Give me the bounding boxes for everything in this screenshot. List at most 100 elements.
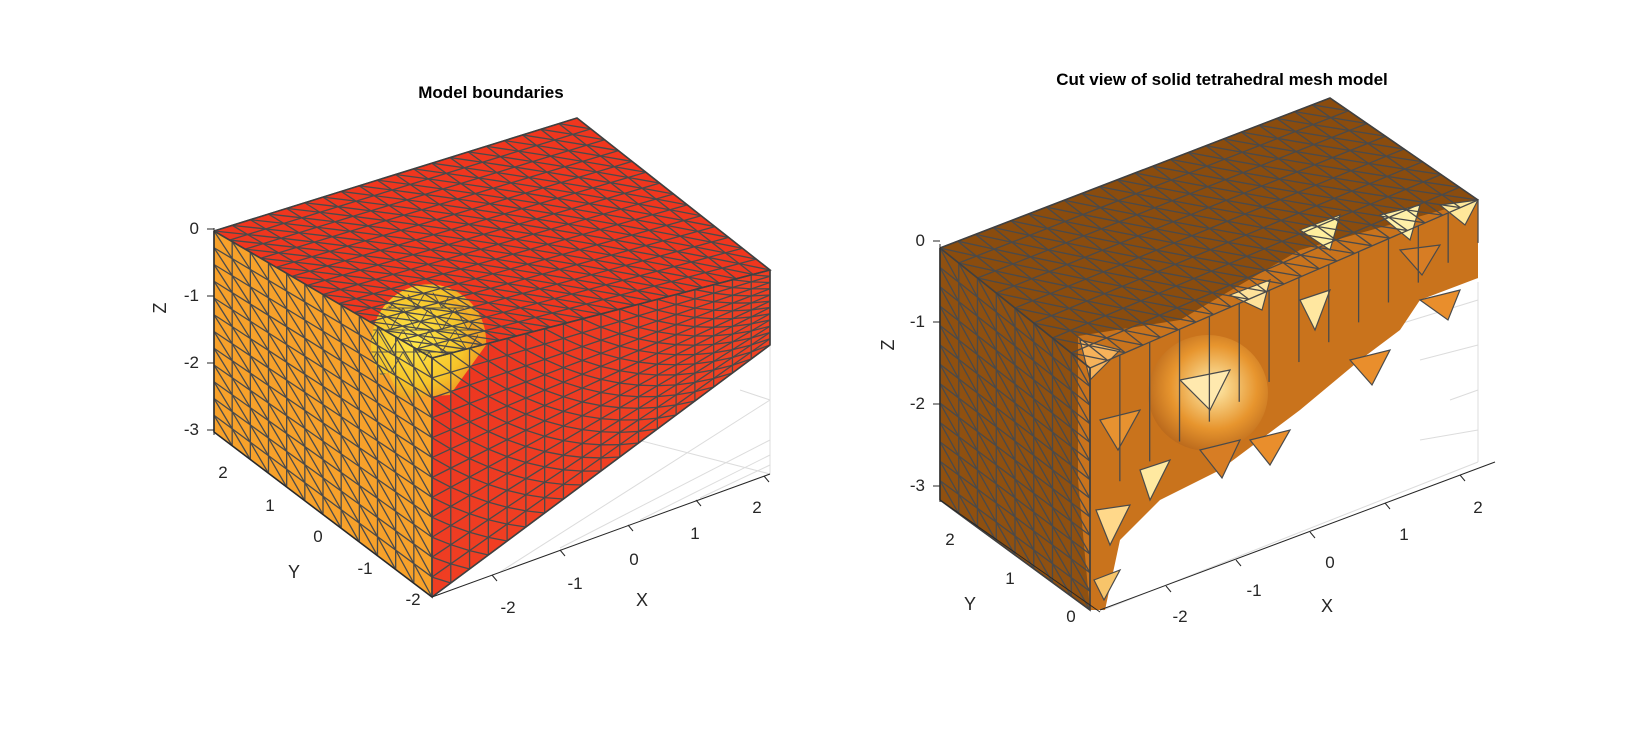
mesh-edge <box>231 258 251 288</box>
mesh-edge <box>340 397 360 430</box>
mesh-edge <box>751 274 771 277</box>
mesh-edge <box>676 381 695 386</box>
mesh-edge <box>1033 530 1054 565</box>
mesh-edge <box>450 524 470 533</box>
mesh-edge <box>544 258 577 266</box>
mesh-edge <box>410 183 443 190</box>
mesh-edge <box>732 286 752 290</box>
mesh-edge <box>958 436 979 471</box>
mesh-edge <box>675 293 696 300</box>
mesh-edge <box>322 349 342 380</box>
tetra-face <box>1198 439 1242 480</box>
mesh-edge <box>515 238 548 245</box>
mesh-edge <box>431 417 452 431</box>
mesh-edge <box>231 326 251 357</box>
mesh-edge <box>400 339 434 346</box>
mesh-edge <box>1206 165 1244 174</box>
mesh-edge <box>592 187 625 195</box>
mesh-edge <box>619 308 639 317</box>
mesh-edge <box>340 360 360 392</box>
mesh-edge <box>995 521 1016 556</box>
mesh-edge <box>1190 213 1228 222</box>
mesh-edge <box>1154 207 1191 216</box>
mesh-edge <box>939 441 960 476</box>
mesh-edge <box>213 364 233 396</box>
mesh-edge <box>563 454 583 458</box>
mesh-edge <box>1051 431 1072 466</box>
mesh-edge <box>1424 201 1461 209</box>
mesh-edge <box>1051 544 1072 578</box>
mesh-edge <box>713 372 733 380</box>
mesh-edge <box>1085 278 1123 287</box>
mesh-edge <box>340 304 360 335</box>
mesh-edge <box>1014 440 1035 475</box>
mesh-edge <box>1136 214 1174 223</box>
mesh-edge <box>676 372 695 376</box>
mesh-edge <box>550 228 583 236</box>
mesh-edge <box>657 298 677 306</box>
mesh-edge <box>1153 186 1191 195</box>
mesh-edge <box>1064 220 1102 230</box>
mesh-edge <box>393 273 426 280</box>
mesh-edge <box>510 268 543 275</box>
mesh-edge <box>362 254 396 261</box>
mesh-edge <box>1334 218 1372 226</box>
mesh-edge <box>1371 224 1408 232</box>
mesh-edge <box>1246 255 1284 264</box>
mesh-edge <box>340 323 360 354</box>
mesh-edge <box>506 489 527 496</box>
mesh-edge <box>468 151 501 158</box>
mesh-edge <box>278 252 312 258</box>
mesh-edge <box>469 476 489 486</box>
mesh-edge <box>1051 450 1072 485</box>
mesh-edge <box>484 330 517 337</box>
mesh-edge <box>939 267 960 302</box>
mesh-edge <box>539 288 572 295</box>
mesh-edge <box>371 307 405 313</box>
mesh-edge <box>487 342 508 356</box>
mesh-edge <box>1135 193 1173 202</box>
mesh-edge <box>554 139 587 146</box>
mesh-edge <box>563 425 583 431</box>
mesh-edge <box>311 256 346 262</box>
mesh-edge <box>1260 164 1298 173</box>
mesh-edge <box>1031 278 1069 287</box>
y-axis: 2 1 0 Y <box>939 499 1101 626</box>
mesh-edge <box>591 274 623 281</box>
mesh-edge <box>1051 356 1072 391</box>
mesh-edge <box>1083 235 1121 244</box>
mesh-edge <box>419 320 453 327</box>
mesh-edge <box>1102 249 1139 259</box>
mesh-edge <box>1295 130 1332 139</box>
y-tick-label: 2 <box>945 530 954 549</box>
mesh-edge <box>355 297 389 304</box>
mesh-edge <box>614 166 647 173</box>
mesh-edge <box>395 511 415 545</box>
mesh-edge <box>582 373 602 381</box>
mesh-edge <box>600 339 620 347</box>
mesh-edge <box>428 263 461 270</box>
mesh-edge <box>1070 371 1091 406</box>
mesh-edge <box>1300 254 1338 262</box>
y-tick-label: 1 <box>265 496 274 515</box>
mesh-edge <box>976 316 997 351</box>
y-tick-label: -1 <box>357 559 372 578</box>
mesh-edge <box>231 241 251 270</box>
mesh-edge <box>995 349 1016 385</box>
mesh-edge <box>652 214 684 222</box>
mesh-edge <box>732 279 752 283</box>
mesh-edge <box>1105 315 1142 324</box>
mesh-edge <box>1245 234 1283 243</box>
mesh-edge <box>413 543 433 578</box>
mesh-edge <box>443 273 476 280</box>
mesh-edge <box>1048 249 1085 259</box>
mesh-edge <box>1177 307 1214 316</box>
mesh-edge <box>1033 379 1054 414</box>
mesh-edge <box>1033 455 1054 489</box>
mesh-edge <box>568 223 601 231</box>
mesh-edge <box>958 339 979 375</box>
mesh-edge <box>307 284 341 291</box>
mesh-edge <box>213 331 233 362</box>
mesh-edge <box>395 414 415 447</box>
